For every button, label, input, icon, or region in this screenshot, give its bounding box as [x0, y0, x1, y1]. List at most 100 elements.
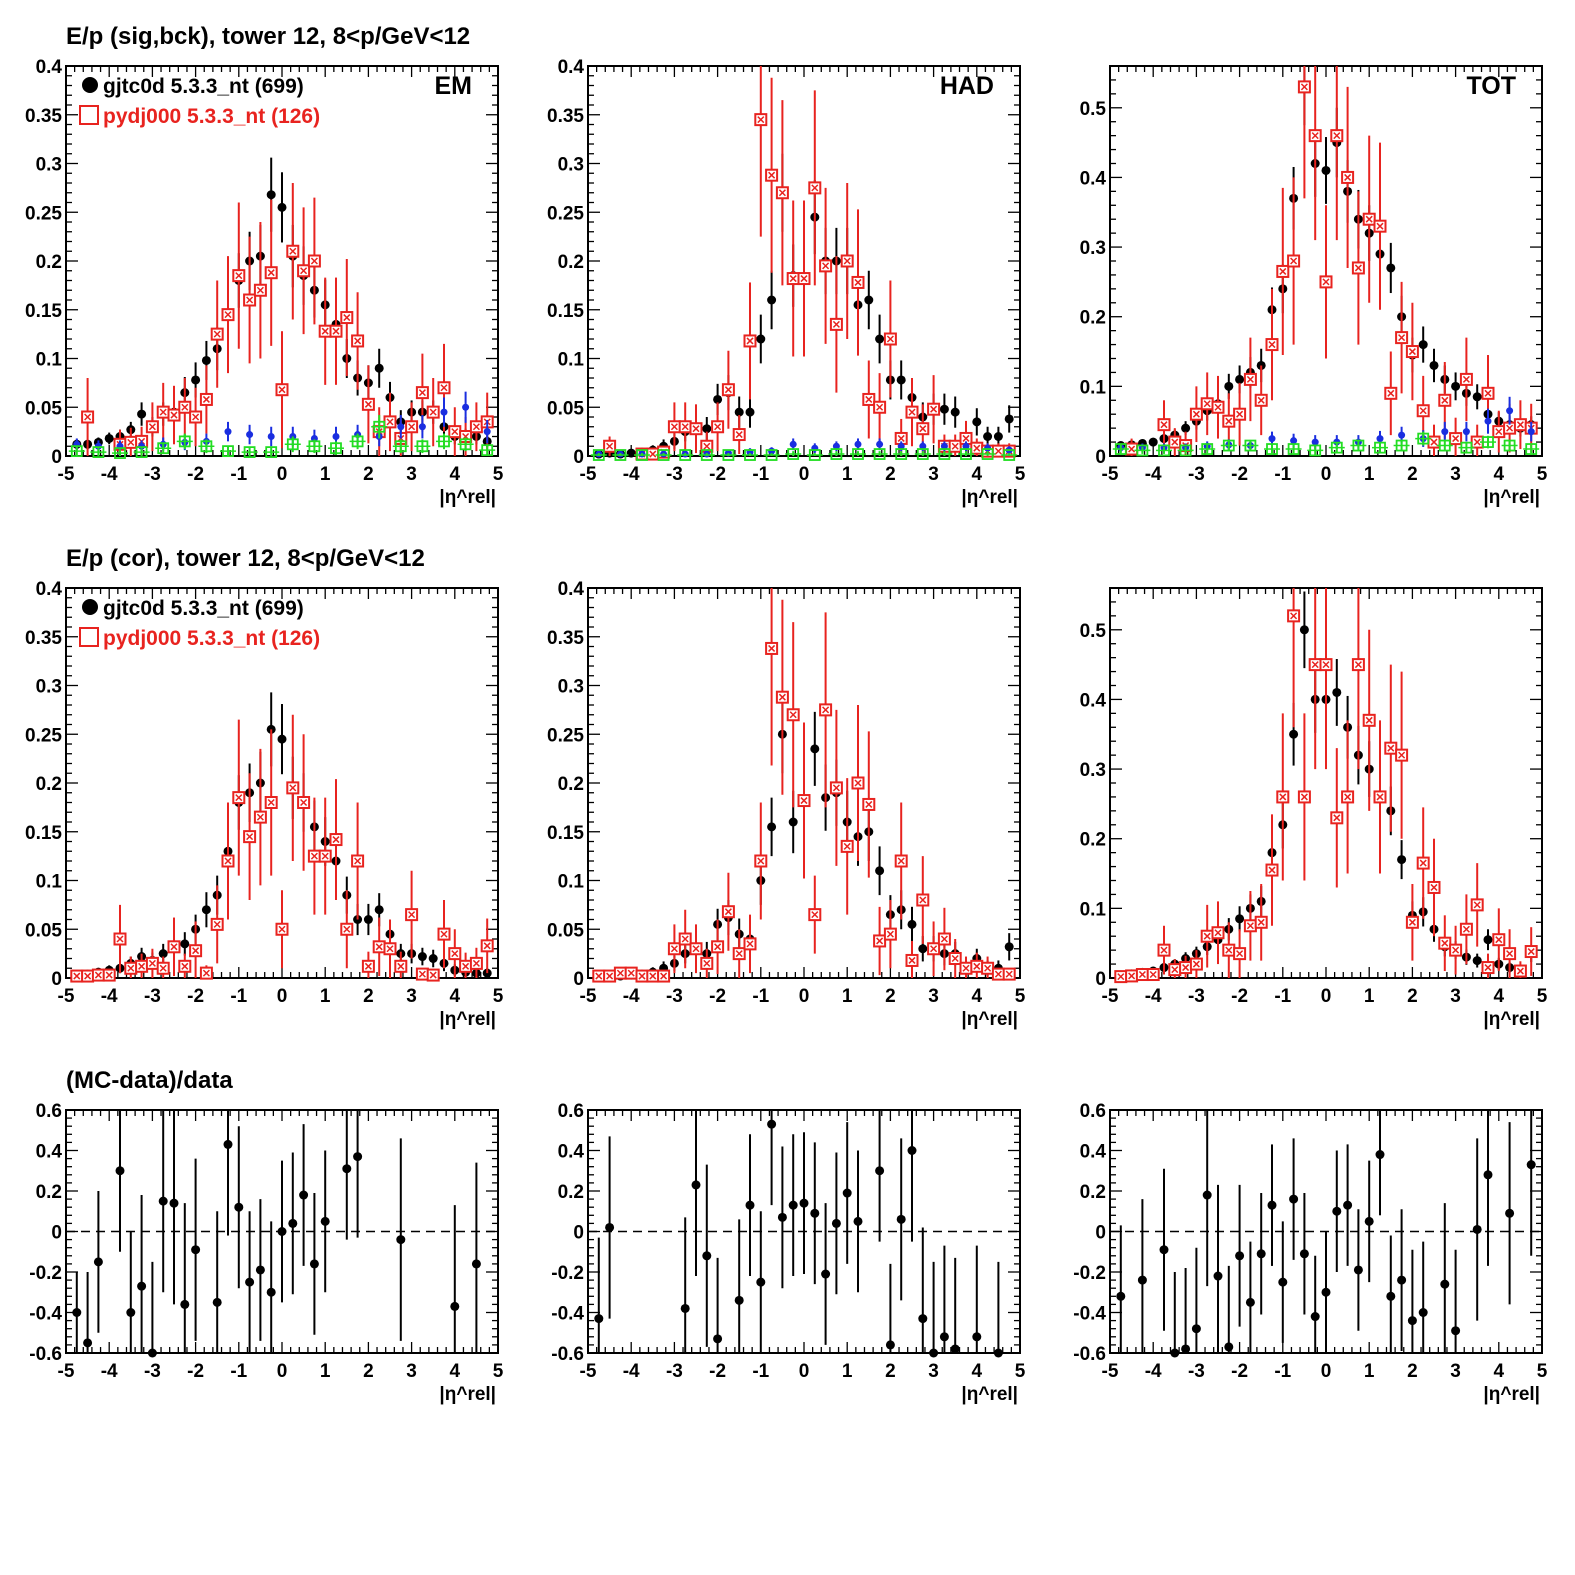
panel-cor-had: -5 -4 -3 -2 -1 0 1 2 3 4 5 0 0.05 0.1 0.15 0.2 0.25 0.3 0.… [547, 579, 1026, 1030]
data-point [374, 905, 384, 915]
data-point [853, 1216, 863, 1226]
mc-point-cross [595, 972, 603, 980]
y-tick-label: -0.2 [551, 1263, 584, 1284]
x-tick-label: 5 [1537, 464, 1548, 485]
mc-point-cross [800, 797, 808, 805]
mc-point-cross [1203, 400, 1211, 408]
data-point [918, 944, 928, 954]
data-point [896, 1214, 906, 1224]
data-point [1483, 1170, 1493, 1180]
x-tick-label: 0 [1321, 986, 1332, 1007]
x-tick-label: 4 [1494, 986, 1505, 1007]
y-tick-label: 0.2 [1080, 830, 1106, 851]
x-tick-label: -5 [58, 1361, 75, 1382]
x-axis-label: |η^rel| [1483, 487, 1540, 508]
mc-point-cross [170, 943, 178, 951]
row2-title: E/p (cor), tower 12, 8<p/GeV<12 [66, 545, 425, 572]
x-tick-label: 2 [1407, 1361, 1418, 1382]
mc-point-cross [1214, 929, 1222, 937]
data-point [734, 1295, 744, 1305]
series-box [1114, 588, 1538, 984]
y-tick-label: 0.2 [558, 1182, 584, 1203]
mc-point-cross [181, 962, 189, 970]
x-tick-label: -1 [1274, 464, 1291, 485]
x-tick-label: 5 [493, 464, 504, 485]
mc-point-cross [843, 842, 851, 850]
x-tick-label: 4 [1494, 464, 1505, 485]
bck-data-point [1484, 417, 1492, 425]
mc-point-cross [300, 798, 308, 807]
bck-data-point [1311, 438, 1319, 446]
data-point [907, 919, 917, 929]
mc-point-cross [332, 836, 340, 844]
data-point [702, 424, 712, 434]
legend-mc-label: pydj000 5.3.3_nt (126) [103, 627, 320, 650]
bck-data-point [1398, 431, 1406, 439]
data-point [983, 432, 993, 441]
mc-point-cross [418, 389, 426, 397]
mc-point-cross [289, 784, 297, 792]
mc-point-cross [1246, 922, 1254, 930]
x-tick-label: -3 [1188, 464, 1205, 485]
mc-point-cross [1430, 883, 1438, 891]
mc-point-cross [1257, 918, 1265, 926]
mc-point-cross [408, 911, 416, 919]
y-tick-label: 0.25 [547, 203, 584, 224]
data-point [993, 1348, 1003, 1358]
x-tick-label: -1 [752, 464, 769, 485]
mc-point-cross [1495, 428, 1503, 436]
legend-data-label: gjtc0d 5.3.3_nt (699) [103, 597, 304, 620]
panel-cor-tot: -5 -4 -3 -2 -1 0 1 2 3 4 5 0 0.1 0.2 0.3 0.4 0.5 |η^rel| [1080, 587, 1548, 1030]
data-point [875, 334, 885, 344]
mc-point-cross [1441, 939, 1449, 947]
mc-point-cross [1419, 859, 1427, 867]
series-box [592, 588, 1016, 983]
x-tick-label: 2 [1407, 464, 1418, 485]
mc-point-cross [1462, 375, 1470, 383]
data-point [1397, 855, 1407, 865]
mc-point-cross [1192, 960, 1200, 968]
x-tick-label: -4 [623, 464, 640, 485]
x-tick-label: 3 [1450, 1361, 1461, 1382]
x-tick-label: 3 [406, 1361, 417, 1382]
data-point [1440, 1279, 1450, 1289]
data-point [1256, 1249, 1266, 1259]
mc-point-cross [462, 962, 470, 970]
mc-point-cross [1495, 936, 1503, 944]
data-point [691, 1180, 701, 1190]
mc-point-cross [364, 962, 372, 970]
corner-label: EM [435, 72, 473, 100]
data-point [594, 1314, 604, 1324]
y-tick-label: 0 [51, 1223, 62, 1244]
y-tick-label: 0.2 [36, 1182, 62, 1203]
x-tick-label: 1 [320, 1361, 331, 1382]
y-tick-label: 0.4 [558, 1142, 585, 1163]
data-point [1332, 1206, 1342, 1216]
panel-sig-em: -5 -4 -3 -2 -1 0 1 2 3 4 5 0 0.05 0.1 0.15 0.2 0.25 0.3 0.… [25, 57, 504, 508]
data-point [1004, 414, 1014, 424]
data-point [353, 1152, 363, 1162]
data-point [1505, 1208, 1515, 1218]
mc-point-cross [1376, 222, 1384, 230]
mc-point-cross [202, 395, 210, 403]
data-point [1289, 729, 1299, 739]
y-tick-label: 0.1 [558, 872, 585, 893]
data-point [191, 1245, 201, 1255]
panel-ratio-had: -5 -4 -3 -2 -1 0 1 2 3 4 5 -0.6 -0.4 -0.2 0 0.2 0.4 0.6 |η… [551, 1101, 1025, 1405]
data-point [885, 1340, 895, 1350]
mc-point-cross [483, 942, 491, 950]
mc-point-cross [343, 925, 351, 933]
mc-point-cross [930, 405, 938, 413]
bck-data-point [919, 442, 927, 450]
x-tick-label: 0 [799, 986, 810, 1007]
data-point [1321, 1287, 1331, 1297]
x-tick-label: -3 [144, 1361, 161, 1382]
bck-data-point [876, 440, 884, 448]
mc-point-cross [822, 262, 830, 270]
legend-mc-marker [79, 105, 99, 125]
y-tick-label: 0.1 [558, 350, 585, 371]
data-point [191, 375, 201, 385]
x-tick-label: 5 [1015, 1361, 1026, 1382]
mc-point-cross [735, 431, 743, 439]
bck-data-point [440, 408, 448, 416]
